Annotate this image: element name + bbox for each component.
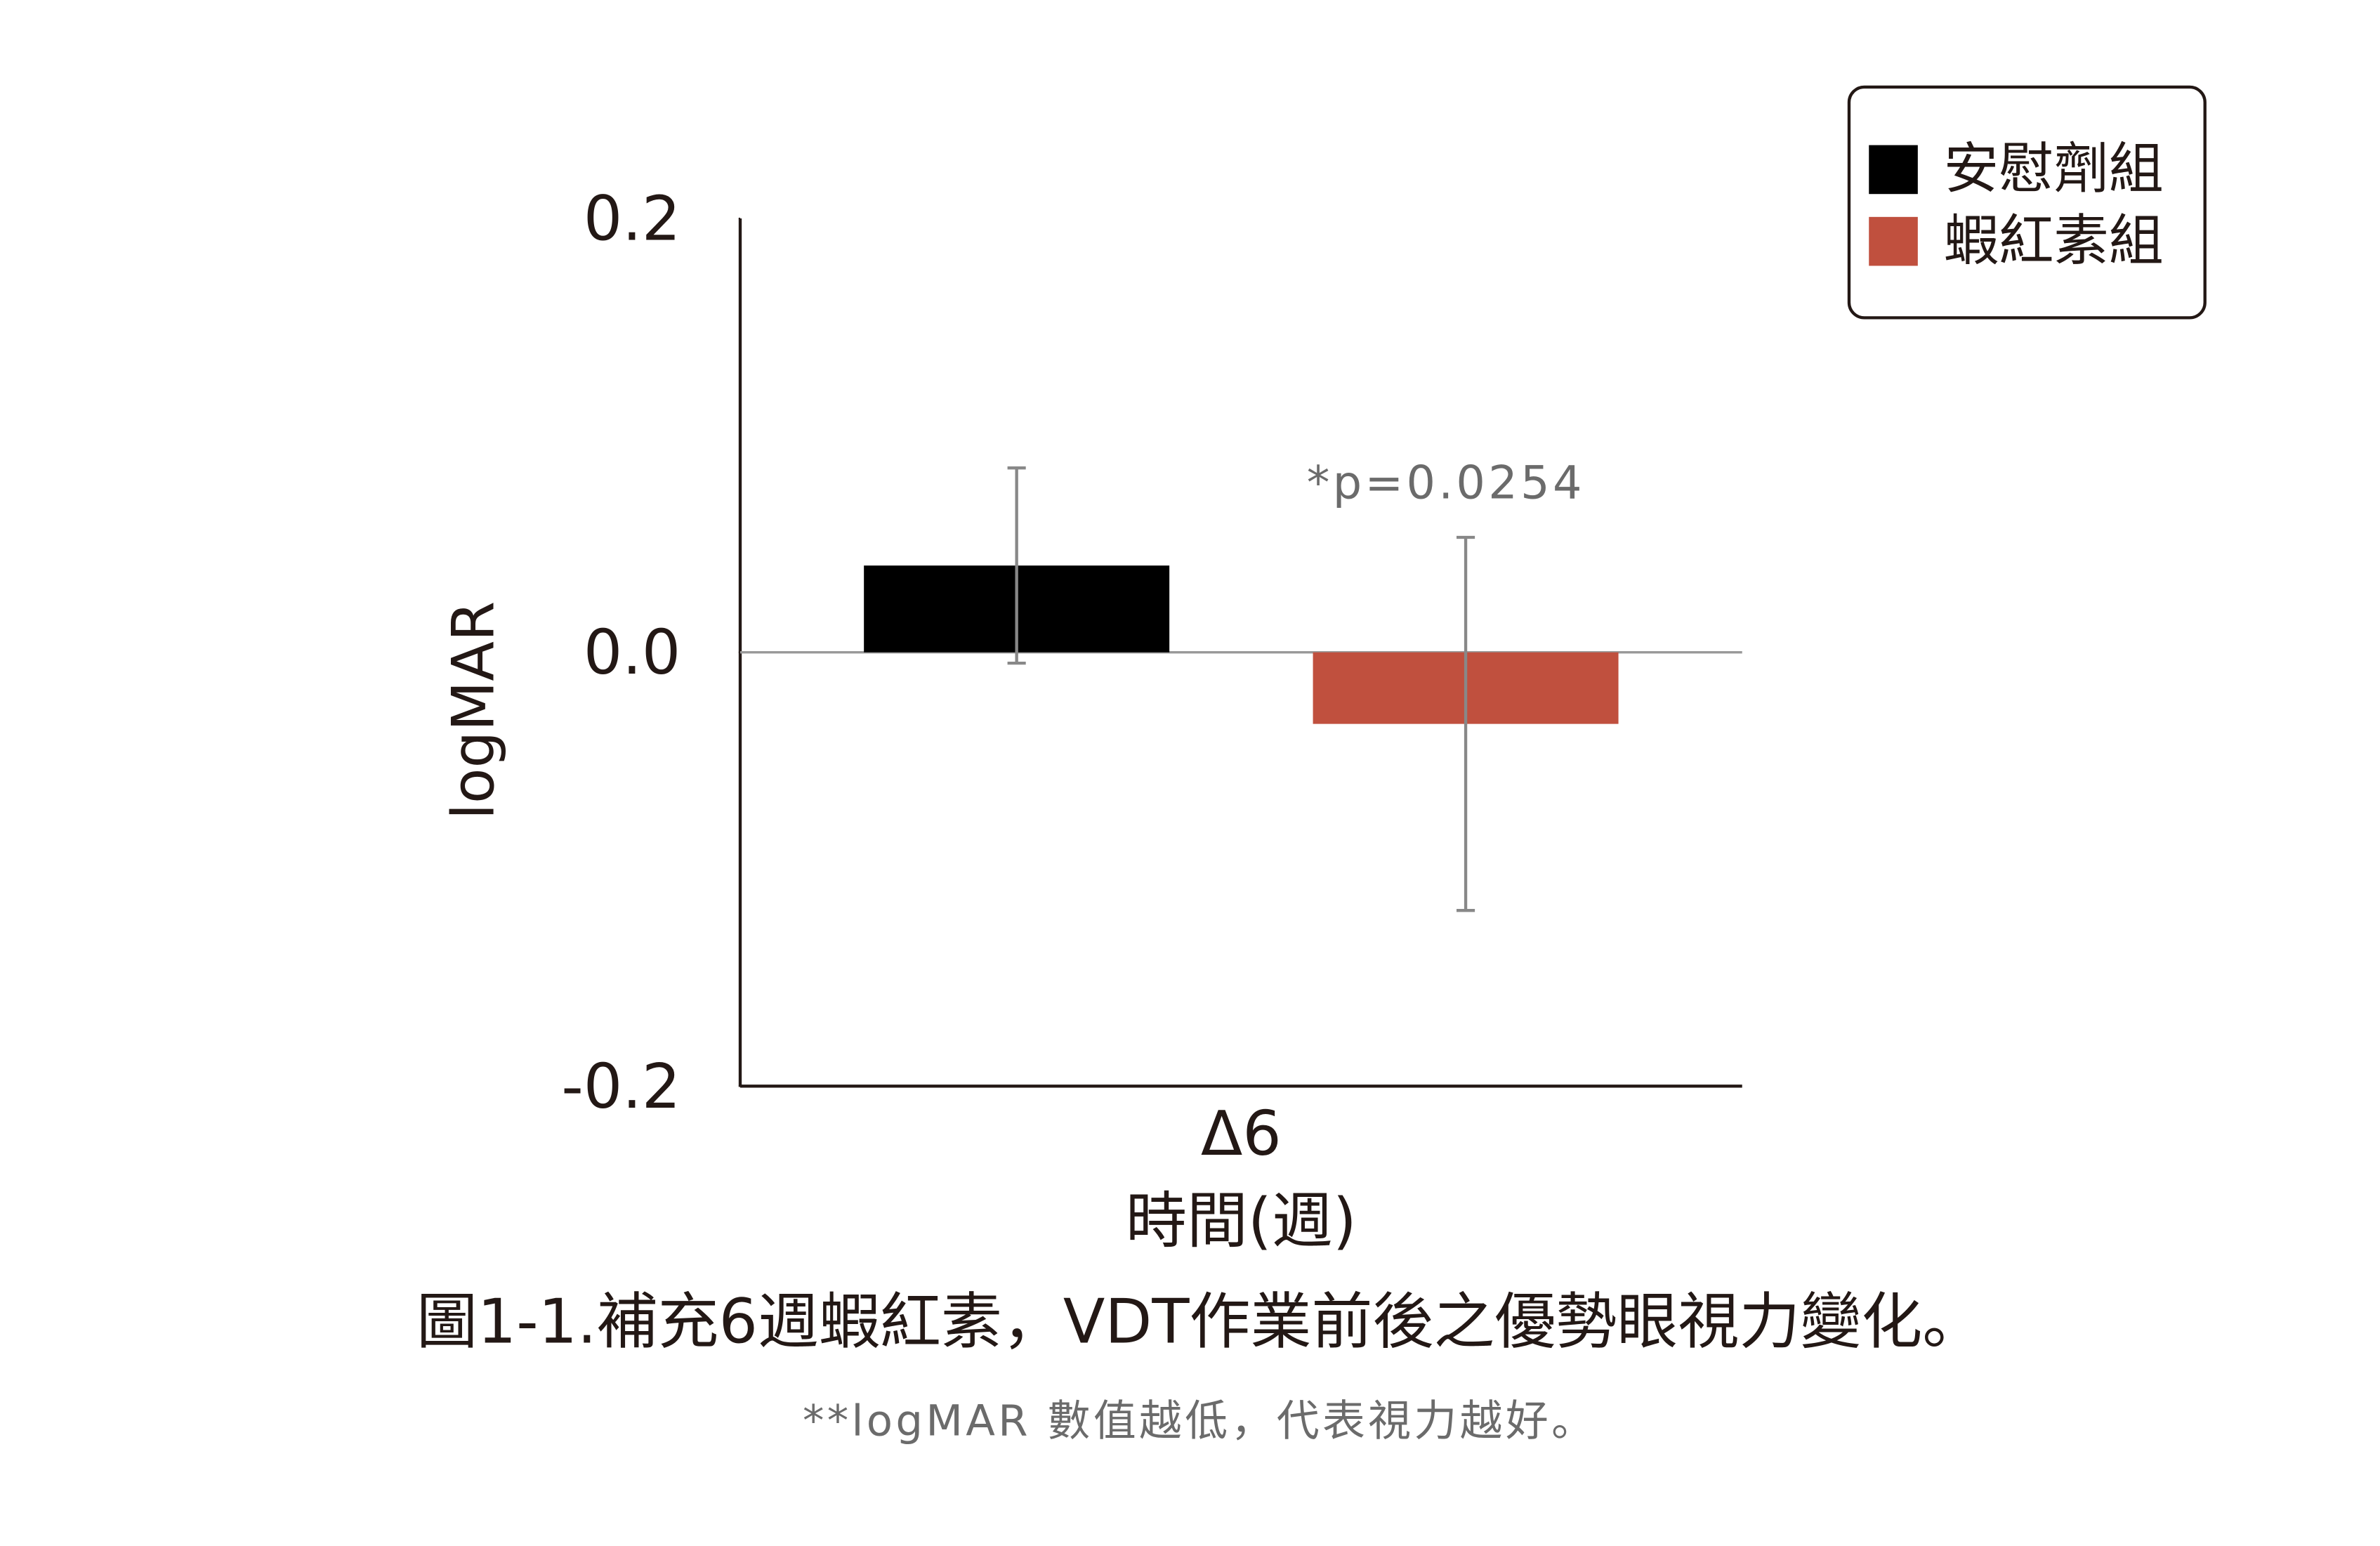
legend-label: 蝦紅素組	[1944, 209, 2164, 273]
error-bar	[1457, 535, 1475, 912]
y-tick-label: 0.0	[584, 617, 681, 688]
annotation: *p=0.0254	[1307, 457, 1585, 510]
error-bar	[1007, 466, 1026, 665]
y-tick-label: 0.2	[584, 183, 681, 254]
legend-label: 安慰劑組	[1944, 137, 2164, 201]
x-axis-label: 時間(週)	[1126, 1185, 1357, 1257]
legend-swatch	[1869, 216, 1918, 266]
y-axis-label: logMAR	[440, 601, 507, 820]
x-tick-label: Δ6	[1201, 1098, 1282, 1170]
legend-swatch	[1869, 145, 1918, 195]
caption: 圖1-1.補充6週蝦紅素，VDT作業前後之優勢眼視力變化。	[416, 1286, 1983, 1358]
legend-box	[1847, 85, 2207, 320]
y-tick-label: -0.2	[561, 1051, 681, 1122]
note: **logMAR 數值越低，代表視力越好。	[803, 1396, 1597, 1446]
